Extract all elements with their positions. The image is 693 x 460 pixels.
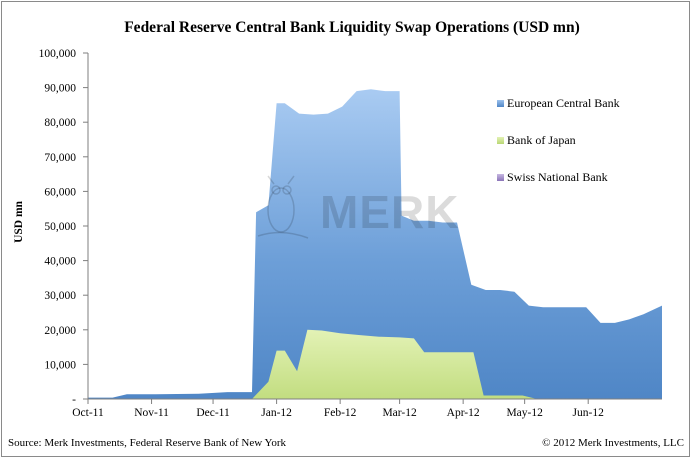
x-tick-label: Jun-12 — [573, 407, 605, 419]
y-tick-label: - — [72, 394, 76, 406]
x-tick-label: Nov-11 — [134, 407, 169, 419]
owl-logo — [257, 175, 309, 239]
y-tick-label: 80,000 — [44, 117, 76, 129]
x-tick-label: Mar-12 — [382, 407, 417, 419]
x-tick-label: Feb-12 — [324, 407, 357, 419]
copyright-note: © 2012 Merk Investments, LLC — [542, 437, 684, 449]
y-axis: - 10,000 20,000 30,000 40,000 50,000 60,000 70,… — [39, 48, 89, 406]
x-tick-label: Oct-11 — [72, 407, 104, 419]
legend: European Central Bank Bank of Japan Swiss … — [497, 96, 620, 184]
legend-swatch — [497, 137, 504, 144]
x-tick-label: Apr-12 — [447, 407, 480, 419]
x-tick-label: Dec-11 — [196, 407, 230, 419]
merk-watermark: MERK — [257, 175, 459, 239]
y-tick-label: 50,000 — [44, 221, 76, 233]
legend-swatch — [497, 174, 504, 181]
source-note: Source: Merk Investments, Federal Reserv… — [8, 437, 286, 449]
chart-title: Federal Reserve Central Bank Liquidity S… — [124, 19, 580, 36]
legend-label: European Central Bank — [507, 96, 620, 110]
watermark-text: MERK — [320, 186, 459, 238]
series-area-european-central-bank — [88, 89, 662, 400]
y-tick-label: 70,000 — [44, 152, 76, 164]
x-tick-label: May-12 — [506, 407, 543, 419]
y-tick-label: 60,000 — [44, 186, 76, 198]
legend-swatch — [497, 100, 504, 107]
y-tick-label: 20,000 — [44, 325, 76, 337]
y-tick-label: 100,000 — [39, 48, 77, 60]
y-tick-label: 30,000 — [44, 290, 76, 302]
x-axis: Oct-11 Nov-11 Dec-11 Jan-12 Feb-12 Mar-12 Apr-… — [72, 398, 662, 419]
x-tick-label: Jan-12 — [261, 407, 292, 419]
legend-label: Bank of Japan — [507, 133, 576, 147]
y-axis-label: USD mn — [13, 200, 25, 242]
y-tick-label: 10,000 — [44, 359, 76, 371]
y-tick-label: 90,000 — [44, 83, 76, 95]
legend-label: Swiss National Bank — [507, 170, 608, 184]
series-area-bank-of-japan — [252, 329, 537, 399]
plot-areas — [88, 89, 662, 400]
y-tick-label: 40,000 — [44, 256, 76, 268]
